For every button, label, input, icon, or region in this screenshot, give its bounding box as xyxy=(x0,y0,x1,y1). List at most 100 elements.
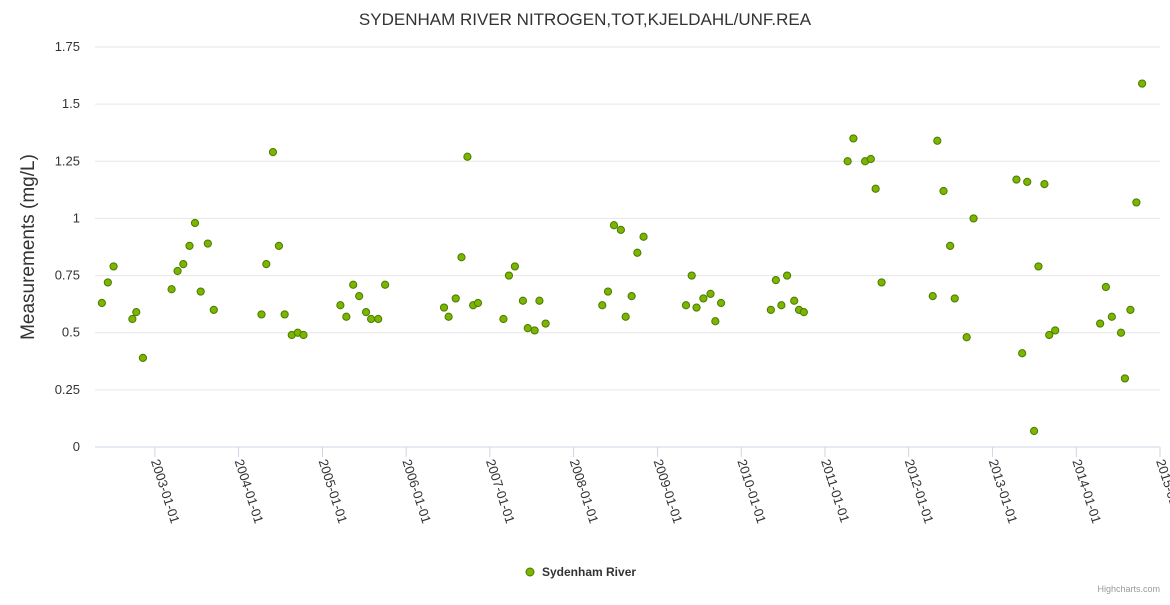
data-point[interactable] xyxy=(299,330,308,340)
data-point[interactable] xyxy=(203,239,212,248)
data-point[interactable] xyxy=(97,298,106,308)
data-point[interactable] xyxy=(103,278,112,287)
data-point[interactable] xyxy=(939,186,948,196)
data-point[interactable] xyxy=(367,314,376,324)
data-point[interactable] xyxy=(962,333,971,342)
data-point[interactable] xyxy=(1096,319,1105,328)
data-point[interactable] xyxy=(603,287,613,296)
data-point[interactable] xyxy=(336,301,345,310)
data-point[interactable] xyxy=(706,289,715,298)
data-point[interactable] xyxy=(1107,312,1116,321)
x-tick-label: 2015-01-01 xyxy=(1153,457,1170,525)
data-point[interactable] xyxy=(1138,79,1147,88)
data-point[interactable] xyxy=(849,134,858,143)
data-point[interactable] xyxy=(621,312,630,321)
data-point[interactable] xyxy=(843,157,852,166)
data-point[interactable] xyxy=(627,292,636,301)
data-point[interactable] xyxy=(716,298,726,308)
data-point[interactable] xyxy=(504,271,514,280)
data-point[interactable] xyxy=(616,225,625,234)
data-point[interactable] xyxy=(280,310,289,319)
data-point[interactable] xyxy=(711,317,720,326)
data-point[interactable] xyxy=(510,262,519,271)
data-point[interactable] xyxy=(361,308,371,317)
data-point[interactable] xyxy=(1034,262,1043,271)
data-point[interactable] xyxy=(342,312,351,321)
data-point[interactable] xyxy=(1101,282,1110,292)
data-point[interactable] xyxy=(598,301,607,310)
data-point[interactable] xyxy=(1132,198,1141,207)
data-point[interactable] xyxy=(681,301,691,310)
y-tick-label: 1.25 xyxy=(55,153,80,168)
data-point[interactable] xyxy=(196,287,205,296)
data-point[interactable] xyxy=(499,314,508,324)
data-point[interactable] xyxy=(473,298,483,308)
data-point[interactable] xyxy=(274,241,284,250)
data-point[interactable] xyxy=(866,154,875,164)
x-tick-label: 2005-01-01 xyxy=(316,457,351,525)
data-point[interactable] xyxy=(877,278,886,287)
data-point[interactable] xyxy=(766,305,775,314)
data-point[interactable] xyxy=(109,262,118,271)
data-point[interactable] xyxy=(1029,426,1039,436)
data-point[interactable] xyxy=(687,271,696,280)
data-point[interactable] xyxy=(257,310,266,319)
data-point[interactable] xyxy=(969,214,978,223)
data-point[interactable] xyxy=(451,294,460,303)
data-point[interactable] xyxy=(609,221,619,230)
data-point[interactable] xyxy=(1040,180,1049,189)
data-point[interactable] xyxy=(639,232,648,241)
credits-link[interactable]: Highcharts.com xyxy=(1097,584,1160,594)
legend[interactable]: Sydenham River xyxy=(525,565,636,579)
data-point[interactable] xyxy=(444,312,453,321)
data-point[interactable] xyxy=(355,292,364,301)
data-point[interactable] xyxy=(1045,330,1054,340)
data-point[interactable] xyxy=(1012,175,1021,184)
data-point[interactable] xyxy=(523,324,532,333)
data-point[interactable] xyxy=(535,296,544,305)
data-point[interactable] xyxy=(699,294,708,303)
data-point[interactable] xyxy=(268,148,278,157)
x-tick-label: 2010-01-01 xyxy=(734,457,769,525)
data-point[interactable] xyxy=(190,218,200,228)
data-point[interactable] xyxy=(381,280,390,289)
data-point[interactable] xyxy=(633,248,642,257)
data-point[interactable] xyxy=(457,253,466,262)
data-point[interactable] xyxy=(173,266,182,276)
data-point[interactable] xyxy=(374,314,383,324)
data-point[interactable] xyxy=(771,276,780,285)
data-point[interactable] xyxy=(518,296,528,305)
y-tick-label: 0.25 xyxy=(55,382,80,397)
data-point[interactable] xyxy=(783,271,792,280)
data-point[interactable] xyxy=(933,136,942,145)
data-point[interactable] xyxy=(463,152,472,161)
data-point[interactable] xyxy=(132,308,141,317)
data-point[interactable] xyxy=(530,326,539,335)
data-point[interactable] xyxy=(541,319,550,328)
data-point[interactable] xyxy=(790,296,799,305)
data-point[interactable] xyxy=(349,280,358,289)
data-point[interactable] xyxy=(209,305,218,314)
data-point[interactable] xyxy=(1116,328,1126,337)
data-point[interactable] xyxy=(799,308,808,317)
data-point[interactable] xyxy=(1023,177,1032,186)
data-point[interactable] xyxy=(928,292,937,301)
data-point[interactable] xyxy=(439,303,449,312)
y-tick-label: 1.5 xyxy=(62,96,80,111)
data-point[interactable] xyxy=(1018,349,1027,358)
data-point[interactable] xyxy=(167,285,176,294)
data-point[interactable] xyxy=(128,314,137,324)
data-point[interactable] xyxy=(692,303,701,312)
data-point[interactable] xyxy=(1120,374,1130,383)
data-point[interactable] xyxy=(138,353,148,362)
data-point[interactable] xyxy=(1051,326,1060,335)
data-point[interactable] xyxy=(185,241,194,250)
data-point[interactable] xyxy=(262,260,271,269)
data-point[interactable] xyxy=(950,294,959,303)
data-point[interactable] xyxy=(946,241,955,250)
y-tick-label: 1.75 xyxy=(55,39,80,54)
data-point[interactable] xyxy=(777,301,786,310)
data-point[interactable] xyxy=(1126,305,1135,314)
data-point[interactable] xyxy=(179,260,188,269)
data-point[interactable] xyxy=(871,184,880,193)
